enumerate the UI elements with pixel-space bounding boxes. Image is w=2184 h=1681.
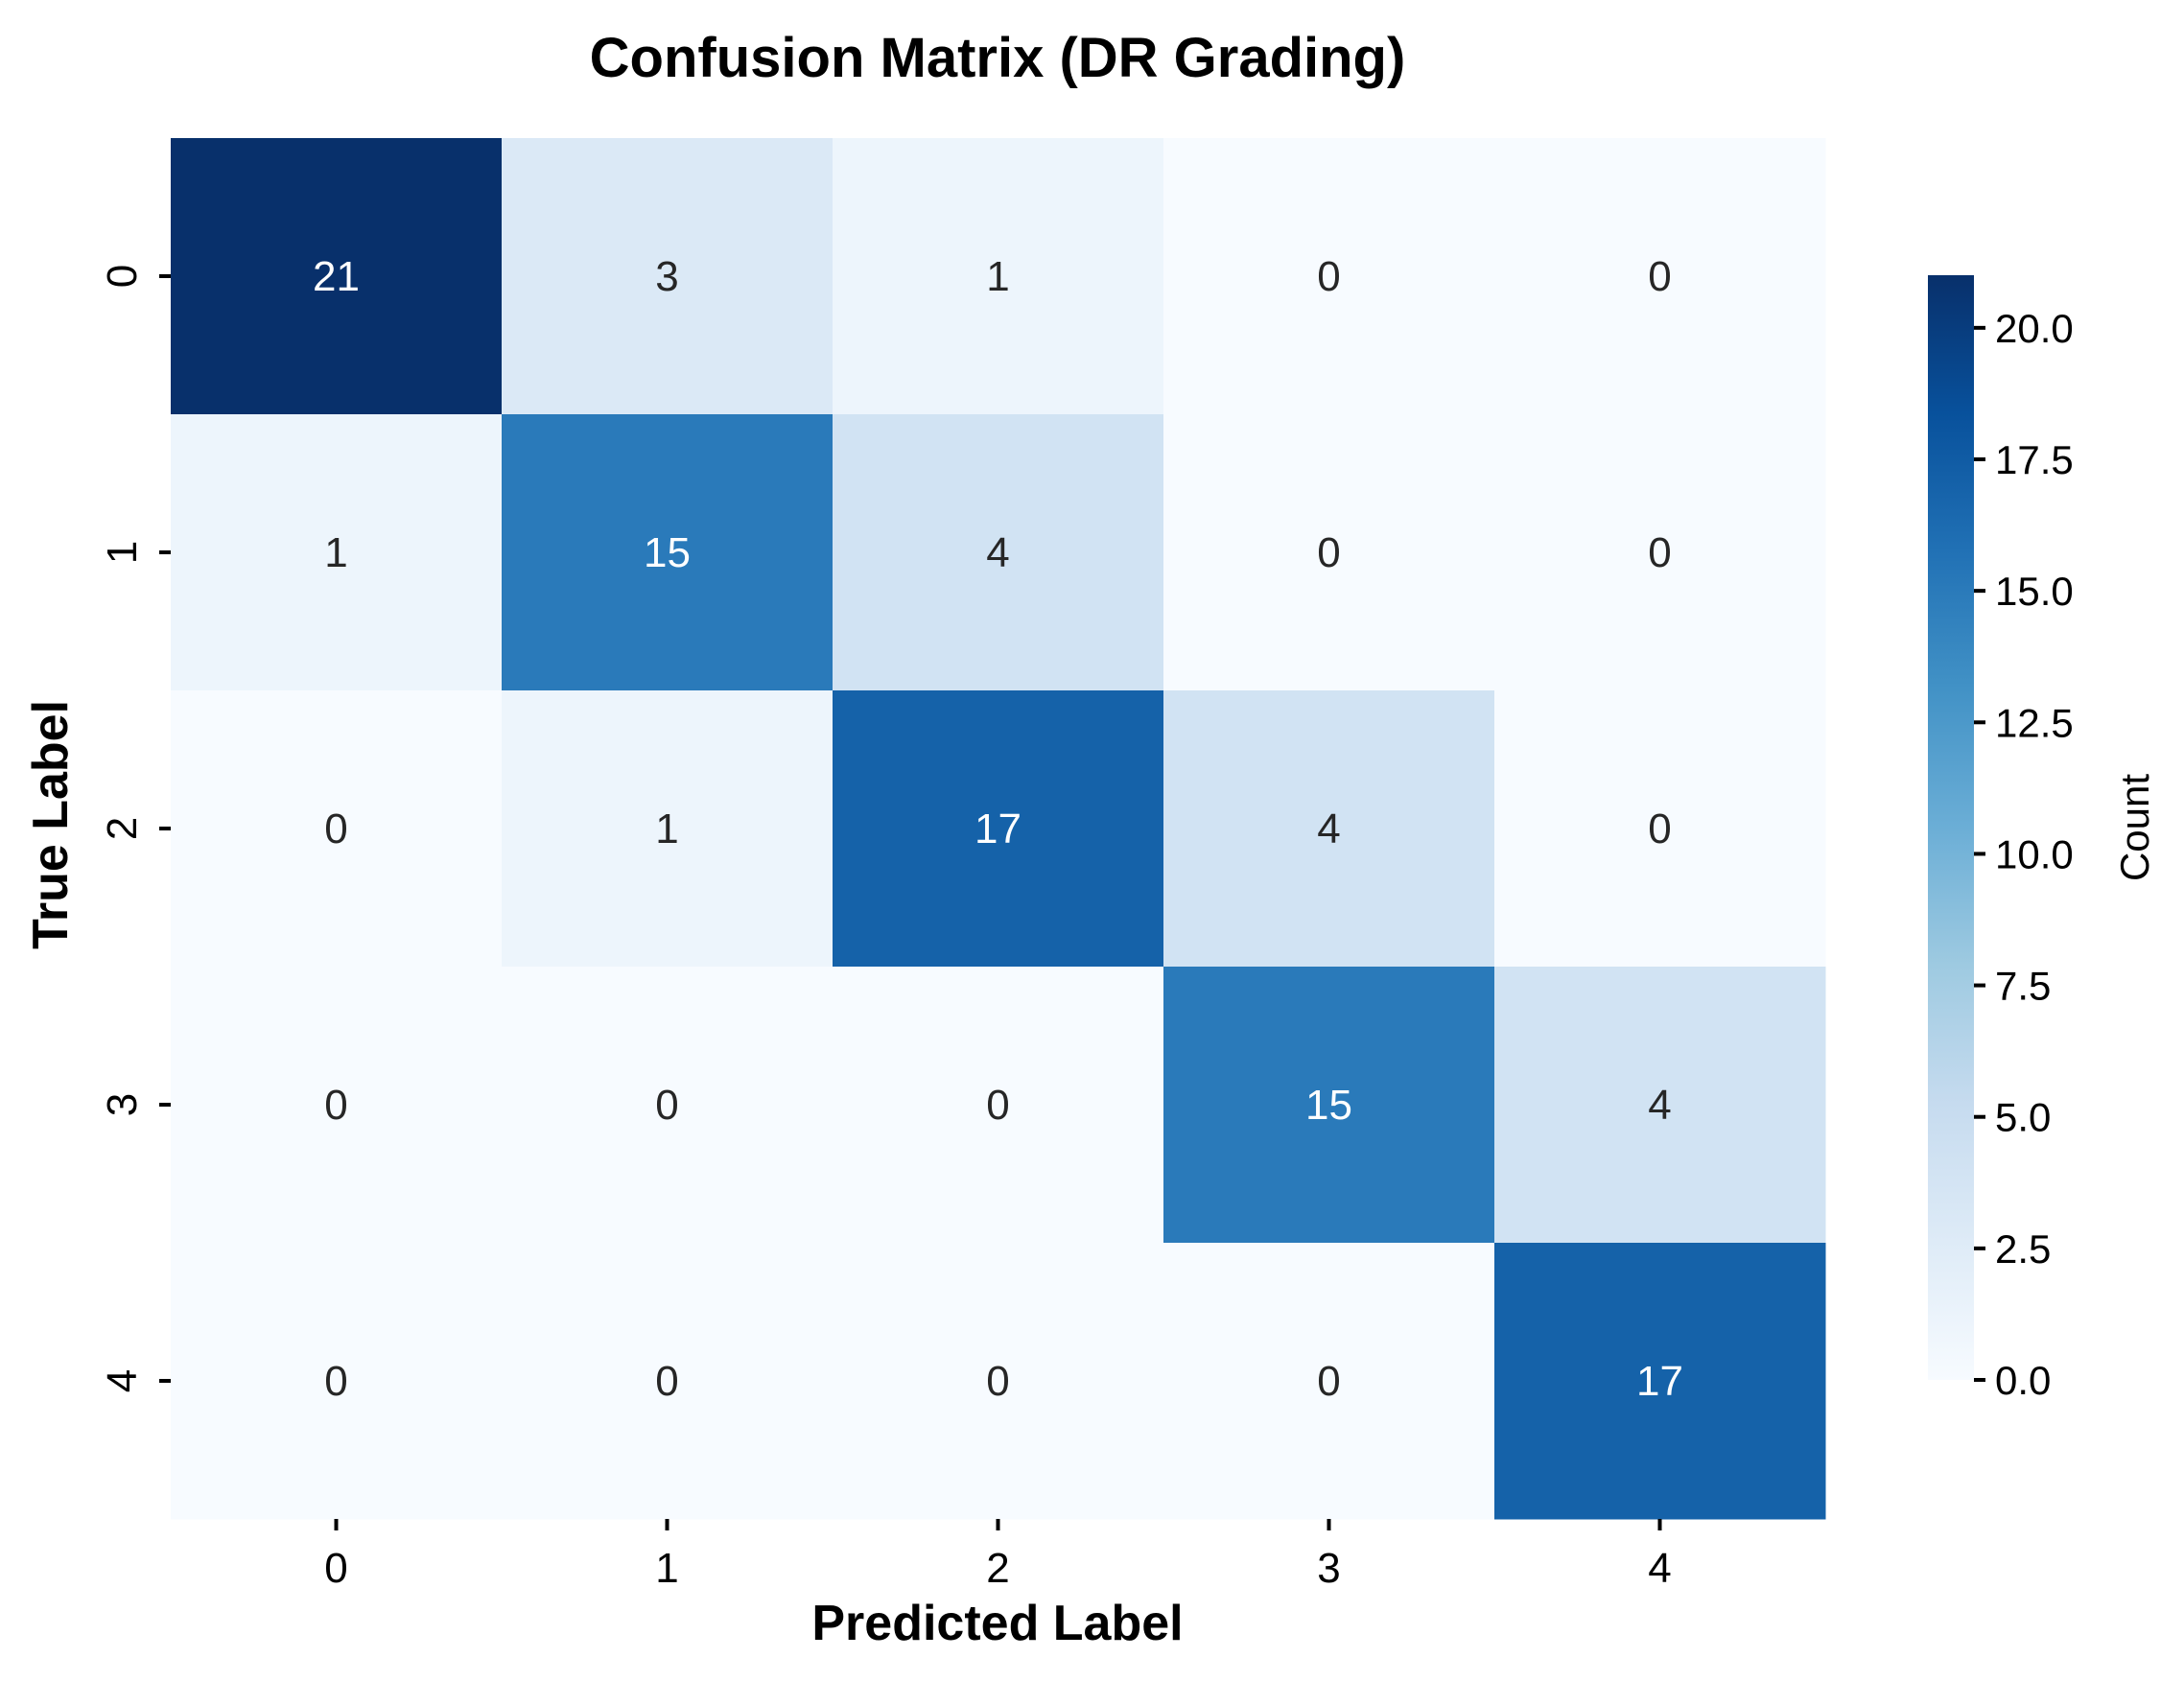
x-tick-label: 4	[1648, 1545, 1671, 1592]
x-axis-ticks: 0 1 2 3 4	[324, 1519, 1672, 1592]
cell-value-label: 3	[655, 253, 678, 300]
cell-value-label: 15	[644, 529, 691, 576]
cell-value-label: 1	[986, 253, 1009, 300]
heatmap-cell	[171, 967, 503, 1244]
heatmap-cell	[171, 138, 503, 415]
cell-value-label: 0	[1648, 805, 1671, 852]
heatmap-cell	[502, 967, 834, 1244]
heatmap-cell	[171, 1243, 503, 1520]
chart-title: Confusion Matrix (DR Grading)	[590, 27, 1406, 89]
heatmap-cell	[1494, 1243, 1826, 1520]
heatmap-cell	[1163, 414, 1495, 691]
cell-value-label: 0	[1648, 529, 1671, 576]
heatmap-cell	[1163, 967, 1495, 1244]
heatmap-cell	[1494, 967, 1826, 1244]
cell-value-label: 4	[1648, 1082, 1671, 1129]
x-tick-label: 1	[655, 1545, 678, 1592]
cell-value-label: 21	[313, 253, 360, 300]
cell-value-label: 0	[986, 1358, 1009, 1405]
y-tick-label: 3	[99, 1093, 146, 1116]
cell-value-label: 0	[655, 1358, 678, 1405]
heatmap-cell	[833, 967, 1164, 1244]
cell-value-label: 0	[324, 1358, 347, 1405]
x-tick-label: 2	[986, 1545, 1009, 1592]
heatmap-cell	[833, 690, 1164, 968]
y-tick-label: 0	[99, 265, 146, 288]
heatmap-cell	[171, 690, 503, 968]
colorbar-tick-label: 7.5	[1995, 964, 2051, 1009]
heatmap-cell	[502, 414, 834, 691]
heatmap-cell	[1163, 1243, 1495, 1520]
cell-value-label: 17	[975, 805, 1022, 852]
cell-value-label: 0	[655, 1082, 678, 1129]
colorbar-tick-label: 10.0	[1995, 831, 2074, 876]
colorbar-tick-label: 2.5	[1995, 1226, 2051, 1272]
y-tick-label: 1	[99, 541, 146, 564]
cell-value-label: 0	[1317, 253, 1340, 300]
y-tick-label: 4	[99, 1369, 146, 1392]
heatmap-cell	[502, 690, 834, 968]
cell-value-label: 4	[986, 529, 1009, 576]
colorbar-tick-label: 12.5	[1995, 700, 2074, 745]
heatmap-cells	[171, 138, 1826, 1520]
heatmap-cell	[833, 1243, 1164, 1520]
colorbar-tick-label: 17.5	[1995, 437, 2074, 482]
x-axis-label: Predicted Label	[811, 1596, 1183, 1651]
colorbar-tick-label: 20.0	[1995, 306, 2074, 351]
cell-value-label: 15	[1305, 1082, 1352, 1129]
colorbar-label: Count	[2112, 774, 2157, 881]
colorbar-tick-label: 5.0	[1995, 1095, 2051, 1140]
cell-value-label: 0	[986, 1082, 1009, 1129]
cell-value-label: 1	[324, 529, 347, 576]
heatmap-cell	[171, 414, 503, 691]
heatmap-cell	[502, 138, 834, 415]
heatmap-cell	[833, 138, 1164, 415]
y-axis-label: True Label	[23, 700, 79, 949]
x-tick-label: 0	[324, 1545, 347, 1592]
heatmap-cell	[1163, 690, 1495, 968]
colorbar-ticks: 0.0 2.5 5.0 7.5 10.0 12.5 15.0 17.5 20.0	[1974, 306, 2074, 1403]
heatmap-cell	[502, 1243, 834, 1520]
cell-value-label: 1	[655, 805, 678, 852]
heatmap-cell	[1494, 138, 1826, 415]
y-axis-ticks: 0 1 2 3 4	[99, 265, 171, 1392]
cell-value-label: 0	[1648, 253, 1671, 300]
y-tick-label: 2	[99, 817, 146, 840]
cell-value-label: 0	[324, 1082, 347, 1129]
colorbar-tick-label: 15.0	[1995, 569, 2074, 614]
colorbar-tick-label: 0.0	[1995, 1358, 2051, 1403]
cell-value-label: 4	[1317, 805, 1340, 852]
cell-value-label: 0	[1317, 529, 1340, 576]
x-tick-label: 3	[1317, 1545, 1340, 1592]
heatmap-cell	[1494, 690, 1826, 968]
heatmap-cell	[1494, 414, 1826, 691]
heatmap-cell	[833, 414, 1164, 691]
cell-value-label: 0	[1317, 1358, 1340, 1405]
cell-value-label: 17	[1636, 1358, 1683, 1405]
colorbar	[1928, 275, 1974, 1380]
cell-value-label: 0	[324, 805, 347, 852]
heatmap-cell	[1163, 138, 1495, 415]
heatmap-cell-labels: 21 3 1 0 0 1 15 4 0 0 0 1 17 4 0 0 0 0 15 4 0 0 0 0 17	[313, 253, 1683, 1405]
